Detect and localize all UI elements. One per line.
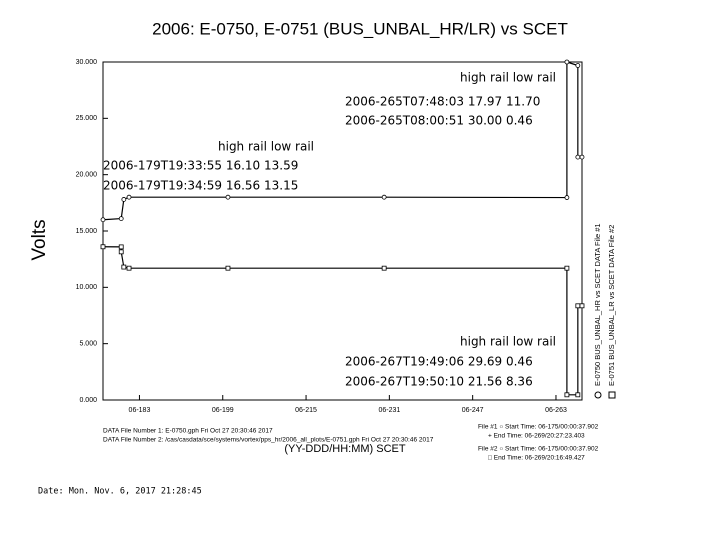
- point-marker: [575, 392, 581, 398]
- y-tick-label: 25.000: [76, 115, 98, 122]
- annotation: 2006-267T19:49:06 29.69 0.46: [345, 355, 533, 369]
- time-info: File #1 ○ Start Time: 06-175/00:00:37.90…: [478, 424, 599, 431]
- x-tick-label: 06-231: [378, 407, 400, 414]
- legend-entry: E-0751 BUS_UNBAL_LR vs SCET DATA File #2: [607, 225, 616, 386]
- x-axis-label: (YY-DDD/HH:MM) SCET: [284, 443, 405, 455]
- x-tick-label: 06-263: [545, 407, 567, 414]
- point-marker: [564, 59, 570, 65]
- point-marker: [121, 264, 127, 270]
- x-tick-label: 06-183: [129, 407, 151, 414]
- point-marker: [100, 244, 106, 250]
- time-info: File #2 ○ Start Time: 06-175/00:00:37.90…: [478, 446, 599, 453]
- point-marker: [118, 244, 124, 250]
- point-marker: [118, 216, 124, 222]
- x-tick-label: 06-199: [212, 407, 234, 414]
- y-tick-label: 20.000: [76, 172, 98, 179]
- time-info: □ End Time: 06-269/20:16:49.427: [488, 455, 585, 462]
- annotation: 2006-267T19:50:10 21.56 8.36: [345, 375, 533, 389]
- point-marker: [118, 249, 124, 255]
- annotation: 2006-179T19:33:55 16.10 13.59: [103, 159, 298, 173]
- point-marker: [121, 197, 127, 202]
- legend-marker: [594, 391, 602, 399]
- point-marker: [126, 265, 132, 271]
- time-info: + End Time: 06-269/20:27:23.403: [488, 433, 585, 440]
- file-info: DATA File Number 1: E-0750.gph Fri Oct 2…: [103, 428, 273, 435]
- y-tick-label: 30.000: [76, 59, 98, 66]
- annotation: 2006-265T07:48:03 17.97 11.70: [345, 95, 540, 109]
- y-tick-label: 10.000: [76, 284, 98, 291]
- point-marker: [564, 392, 570, 398]
- point-marker: [575, 303, 581, 309]
- legend-entry: E-0750 BUS_UNBAL_HR vs SCET DATA File #1: [593, 223, 602, 386]
- annotation: high rail low rail: [218, 140, 314, 154]
- y-tick-label: 0.000: [79, 397, 97, 404]
- date-stamp: Date: Mon. Nov. 6, 2017 21:28:45: [38, 487, 202, 497]
- point-marker: [126, 194, 132, 200]
- point-marker: [225, 265, 231, 271]
- chart-title: 2006: E-0750, E-0751 (BUS_UNBAL_HR/LR) v…: [152, 19, 568, 38]
- point-marker: [100, 217, 106, 223]
- point-marker: [381, 194, 387, 200]
- point-marker: [564, 195, 570, 200]
- file-info: DATA File Number 2: /cas/casdata/sce/sys…: [103, 437, 434, 444]
- annotation: high rail low rail: [460, 71, 556, 85]
- point-marker: [575, 63, 581, 68]
- x-tick-label: 06-215: [295, 407, 317, 414]
- series-line: [102, 61, 582, 221]
- y-axis-label: Volts: [29, 219, 50, 260]
- series-line: [102, 246, 582, 396]
- point-marker: [564, 265, 570, 271]
- annotation: 2006-265T08:00:51 30.00 0.46: [345, 114, 533, 128]
- y-tick-label: 5.000: [79, 341, 97, 348]
- annotation: high rail low rail: [460, 335, 556, 349]
- point-marker: [381, 265, 387, 271]
- y-tick-label: 15.000: [76, 228, 98, 235]
- annotation: 2006-179T19:34:59 16.56 13.15: [103, 179, 298, 193]
- point-marker: [225, 194, 231, 200]
- legend-marker: [608, 391, 616, 399]
- point-marker: [579, 154, 585, 160]
- point-marker: [575, 154, 581, 160]
- x-tick-label: 06-247: [462, 407, 484, 414]
- point-marker: [579, 303, 585, 309]
